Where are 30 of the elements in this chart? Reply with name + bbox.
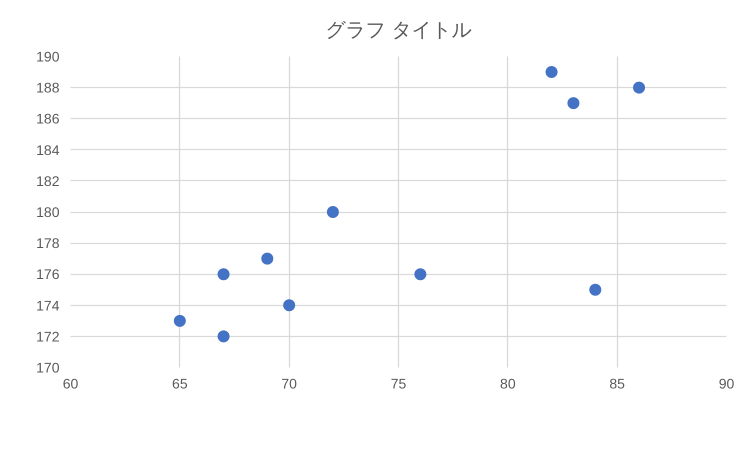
point xyxy=(261,252,274,265)
point xyxy=(218,268,230,280)
x-tick-label: 65 xyxy=(172,376,188,392)
point xyxy=(174,314,186,327)
y-tick-label: 190 xyxy=(36,48,60,64)
point xyxy=(283,299,296,312)
x-tick-label: 70 xyxy=(281,376,298,392)
y-tick-label: 182 xyxy=(36,172,60,189)
y-tick-label: 184 xyxy=(36,142,60,158)
point xyxy=(414,268,426,280)
y-tick-label: 176 xyxy=(36,266,60,282)
point xyxy=(567,97,580,110)
y-tick-label: 186 xyxy=(36,110,60,127)
x-tick-label: 85 xyxy=(609,376,626,392)
x-tick-label: 75 xyxy=(390,376,406,392)
x-tick-label: 90 xyxy=(718,376,734,392)
point xyxy=(546,66,558,78)
point xyxy=(218,330,230,342)
x-tick-label: 80 xyxy=(500,376,516,392)
y-tick-label: 180 xyxy=(36,204,60,220)
y-tick-label: 188 xyxy=(36,80,60,96)
x-tick-label: 60 xyxy=(62,376,78,392)
point xyxy=(326,206,339,218)
y-tick-label: 170 xyxy=(36,360,60,376)
point xyxy=(633,82,646,94)
y-tick-label: 172 xyxy=(36,328,60,344)
y-tick-label: 178 xyxy=(36,235,60,252)
y-tick-label: 174 xyxy=(36,297,60,314)
chart-title: グラフ タイトル xyxy=(325,18,472,42)
point xyxy=(589,284,602,296)
